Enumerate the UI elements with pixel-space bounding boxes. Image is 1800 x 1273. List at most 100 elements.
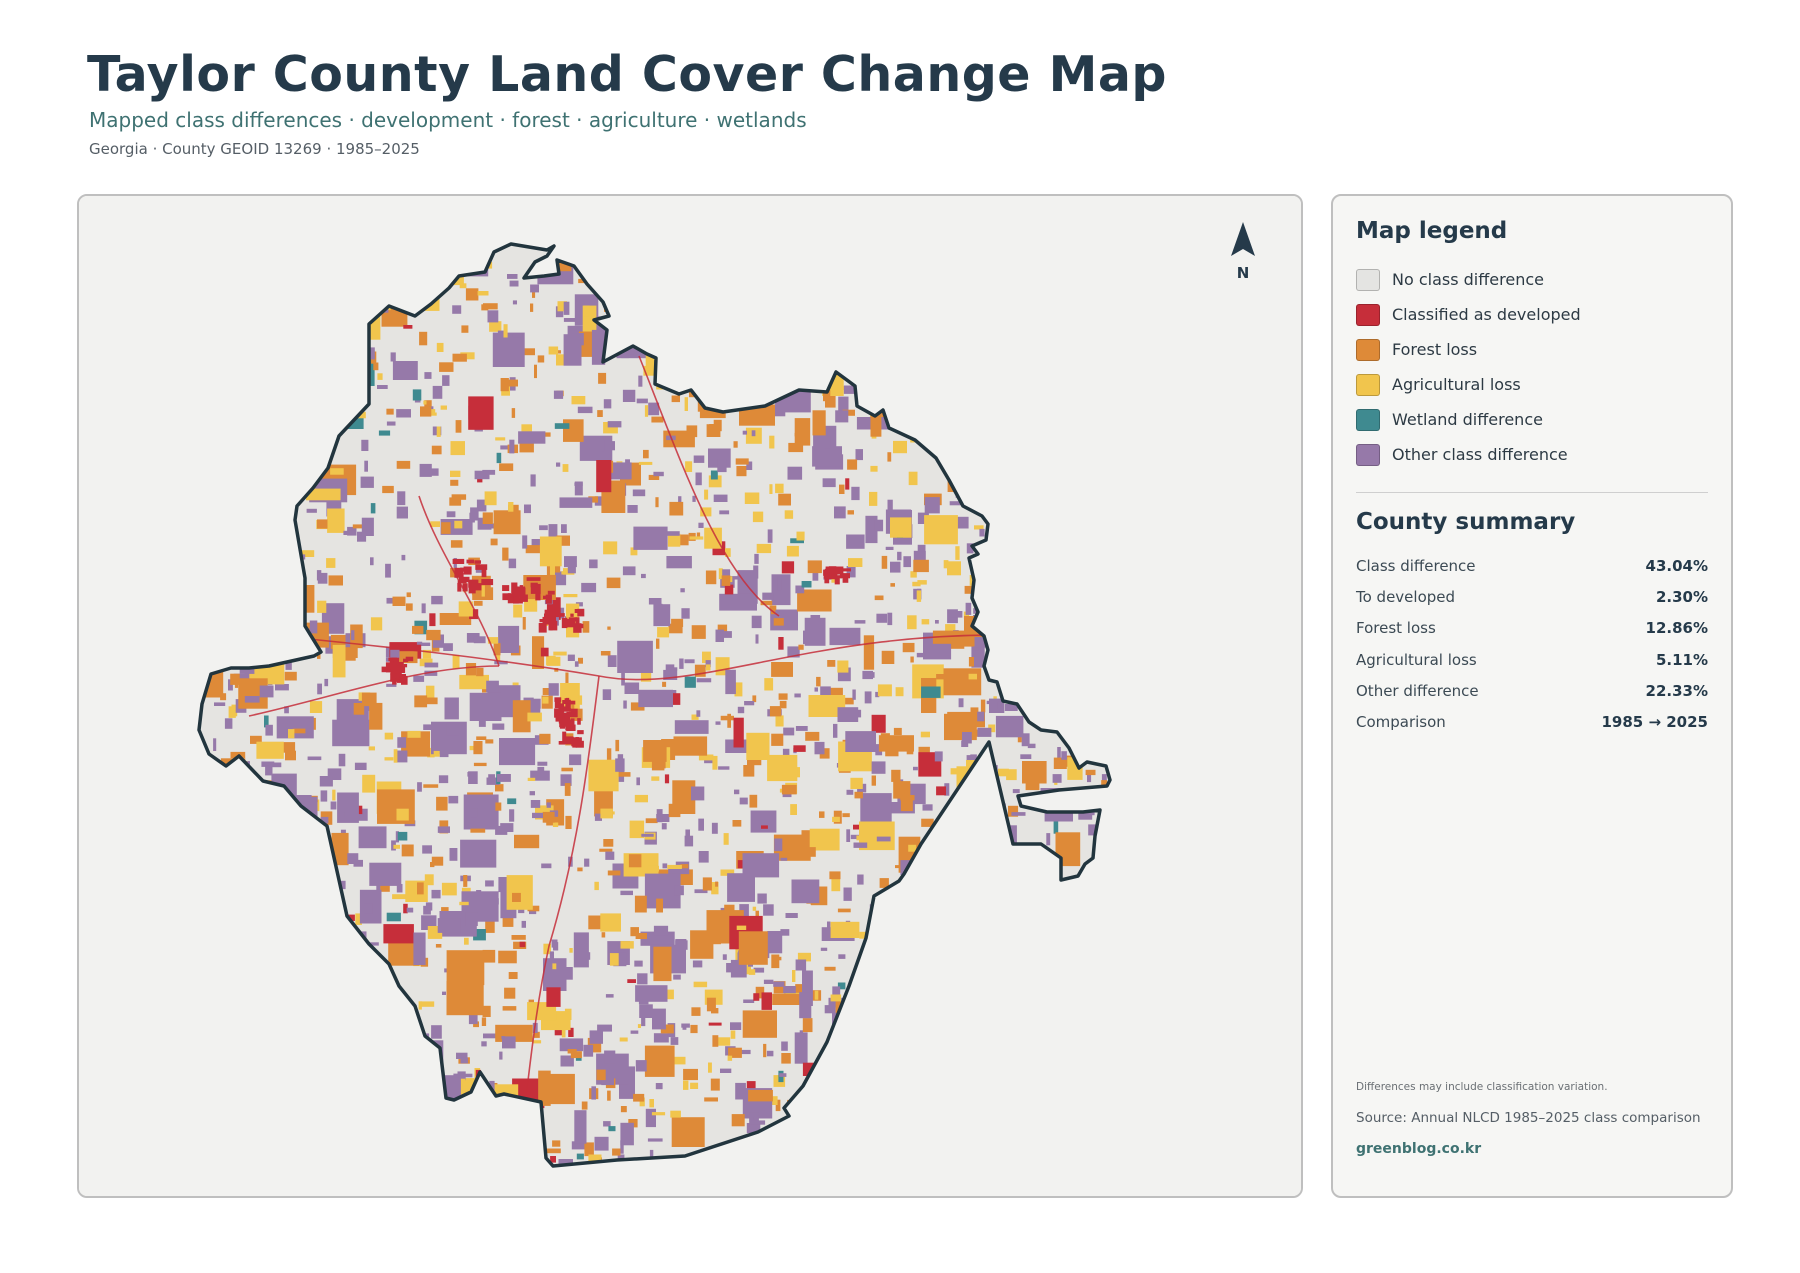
change-patch	[338, 267, 345, 277]
change-patch	[1099, 347, 1110, 353]
change-patch	[715, 629, 724, 642]
change-patch	[423, 400, 427, 405]
change-patch	[224, 602, 236, 612]
change-patch	[392, 894, 406, 900]
change-patch	[495, 1134, 505, 1145]
change-patch	[212, 1157, 217, 1166]
change-patch	[896, 1145, 904, 1158]
change-patch	[1081, 954, 1104, 965]
change-patch	[255, 936, 269, 948]
change-patch	[986, 1095, 993, 1107]
change-patch	[835, 355, 843, 366]
change-patch	[199, 840, 211, 846]
change-patch	[784, 244, 794, 251]
change-patch	[806, 282, 821, 291]
change-patch	[1001, 877, 1015, 883]
change-patch	[948, 307, 963, 314]
change-patch	[291, 998, 296, 1012]
change-patch	[743, 999, 755, 1003]
change-patch	[970, 707, 979, 714]
change-patch	[1093, 308, 1110, 325]
change-patch	[539, 536, 562, 567]
change-patch	[1075, 356, 1083, 370]
change-patch	[246, 895, 253, 910]
change-patch	[612, 284, 634, 304]
change-patch	[349, 396, 356, 403]
change-patch	[755, 910, 759, 921]
summary-value: 2.30%	[1655, 587, 1708, 606]
change-patch	[871, 775, 876, 786]
change-patch	[997, 841, 1007, 846]
developed-patch	[390, 673, 400, 682]
change-patch	[973, 646, 979, 651]
change-patch	[426, 468, 439, 476]
change-patch	[527, 777, 536, 781]
change-patch	[633, 526, 668, 550]
change-patch	[473, 1121, 485, 1125]
change-patch	[1039, 520, 1045, 531]
change-patch	[620, 1122, 634, 1146]
change-patch	[284, 706, 289, 714]
change-patch	[629, 1172, 637, 1176]
change-patch	[876, 1024, 887, 1034]
change-patch	[664, 774, 670, 784]
change-patch	[1044, 617, 1058, 623]
change-patch	[808, 695, 846, 717]
change-patch	[537, 766, 545, 774]
change-patch	[232, 1025, 243, 1036]
change-patch	[790, 538, 804, 544]
change-patch	[799, 331, 805, 345]
change-patch	[674, 378, 680, 392]
change-patch	[1018, 1145, 1027, 1159]
change-patch	[369, 702, 383, 730]
change-patch	[656, 638, 660, 649]
change-patch	[755, 986, 765, 999]
change-patch	[910, 656, 914, 663]
change-patch	[381, 998, 391, 1004]
change-patch	[198, 1174, 205, 1180]
change-patch	[452, 654, 460, 669]
change-patch	[708, 1022, 722, 1026]
change-patch	[1114, 617, 1128, 625]
change-patch	[795, 585, 805, 594]
change-patch	[943, 668, 982, 696]
change-patch	[1111, 297, 1115, 305]
change-patch	[981, 365, 990, 369]
change-patch	[483, 1033, 498, 1039]
change-patch	[874, 400, 886, 410]
change-patch	[470, 828, 486, 833]
change-patch	[306, 488, 341, 501]
change-patch	[1051, 533, 1058, 544]
change-patch	[697, 295, 705, 305]
change-patch	[288, 729, 295, 739]
change-patch	[652, 1008, 666, 1030]
summary-row-agricultural-loss: Agricultural loss 5.11%	[1356, 644, 1708, 675]
change-patch	[775, 1099, 781, 1112]
developed-patch	[561, 719, 572, 727]
change-patch	[750, 257, 755, 266]
change-patch	[962, 871, 968, 878]
change-patch	[1086, 721, 1091, 735]
change-patch	[212, 343, 225, 372]
change-patch	[254, 414, 267, 418]
summary-row-to-developed: To developed 2.30%	[1356, 581, 1708, 612]
change-patch	[827, 660, 836, 667]
change-patch	[255, 521, 268, 525]
change-patch	[332, 789, 336, 801]
change-patch	[452, 353, 467, 362]
change-patch	[352, 1166, 358, 1179]
change-patch	[955, 516, 969, 529]
change-patch	[612, 1148, 621, 1156]
change-patch	[656, 288, 663, 301]
change-patch	[469, 692, 502, 721]
change-patch	[476, 667, 484, 677]
change-patch	[1021, 1106, 1033, 1118]
developed-patch	[454, 568, 464, 578]
change-patch	[211, 395, 222, 405]
change-patch	[264, 377, 278, 389]
change-patch	[498, 882, 513, 888]
change-patch	[353, 974, 359, 987]
change-patch	[957, 1123, 986, 1150]
change-patch	[607, 1090, 611, 1101]
change-patch	[264, 715, 269, 728]
